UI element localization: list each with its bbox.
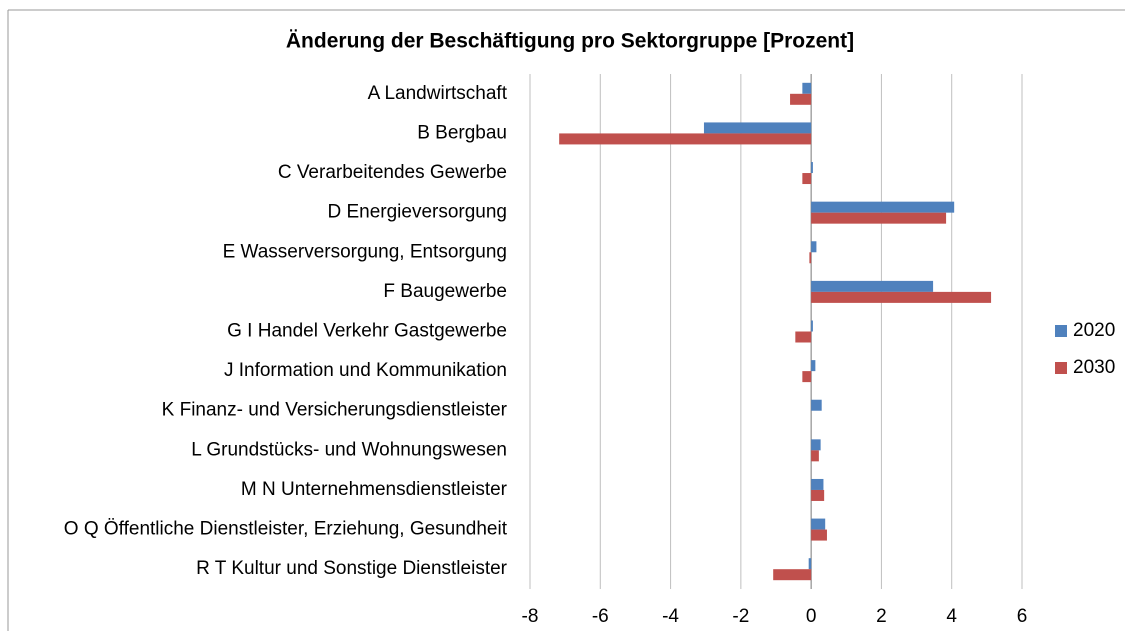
y-tick-label: L Grundstücks- und Wohnungswesen: [191, 439, 507, 460]
bar: [811, 360, 816, 372]
bar: [802, 371, 812, 383]
x-tick-label: 6: [1017, 606, 1028, 627]
y-tick-label: F Baugewerbe: [383, 281, 507, 302]
bar: [802, 82, 812, 94]
bar: [811, 280, 934, 292]
x-tick-label: -4: [662, 606, 679, 627]
bar: [773, 569, 812, 581]
y-tick-label: M N Unternehmensdienstleister: [241, 479, 508, 500]
bar: [809, 252, 812, 264]
y-tick-label: C Verarbeitendes Gewerbe: [278, 162, 507, 183]
y-tick-label: O Q Öffentliche Dienstleister, Erziehung…: [64, 519, 508, 540]
bar: [811, 241, 817, 253]
bar: [790, 93, 812, 105]
legend-swatch: [1055, 325, 1067, 337]
bar: [795, 331, 812, 343]
y-tick-label: G I Handel Verkehr Gastgewerbe: [227, 321, 507, 342]
x-tick-label: -2: [732, 606, 749, 627]
legend-label: 2020: [1073, 320, 1115, 341]
x-tick-label: 4: [946, 606, 957, 627]
legend-swatch: [1055, 362, 1067, 374]
bar: [811, 399, 822, 411]
bar: [811, 450, 819, 462]
y-tick-label: K Finanz- und Versicherungsdienstleister: [162, 400, 508, 421]
bar: [559, 133, 812, 145]
x-tick-label: 2: [876, 606, 887, 627]
y-tick-label: J Information und Kommunikation: [224, 360, 507, 381]
x-tick-label: 0: [806, 606, 817, 627]
chart-title: Änderung der Beschäftigung pro Sektorgru…: [286, 30, 854, 53]
bar: [703, 122, 812, 134]
x-tick-label: -6: [592, 606, 609, 627]
bar: [811, 439, 821, 451]
bar: [811, 478, 824, 490]
y-tick-label: R T Kultur und Sonstige Dienstleister: [196, 558, 508, 579]
bar: [811, 320, 813, 332]
bar: [811, 201, 955, 213]
legend-label: 2030: [1073, 357, 1115, 378]
bar: [811, 162, 813, 174]
bar: [811, 518, 826, 530]
bar: [811, 212, 947, 224]
y-tick-label: A Landwirtschaft: [368, 83, 508, 104]
y-tick-label: B Bergbau: [417, 122, 507, 143]
bar: [802, 173, 812, 185]
bar: [811, 529, 827, 541]
x-tick-label: -8: [522, 606, 539, 627]
bar: [811, 489, 825, 501]
y-tick-label: E Wasserversorgung, Entsorgung: [223, 241, 507, 262]
bar: [808, 558, 812, 570]
bar: [811, 291, 992, 303]
y-tick-label: D Energieversorgung: [327, 202, 507, 223]
